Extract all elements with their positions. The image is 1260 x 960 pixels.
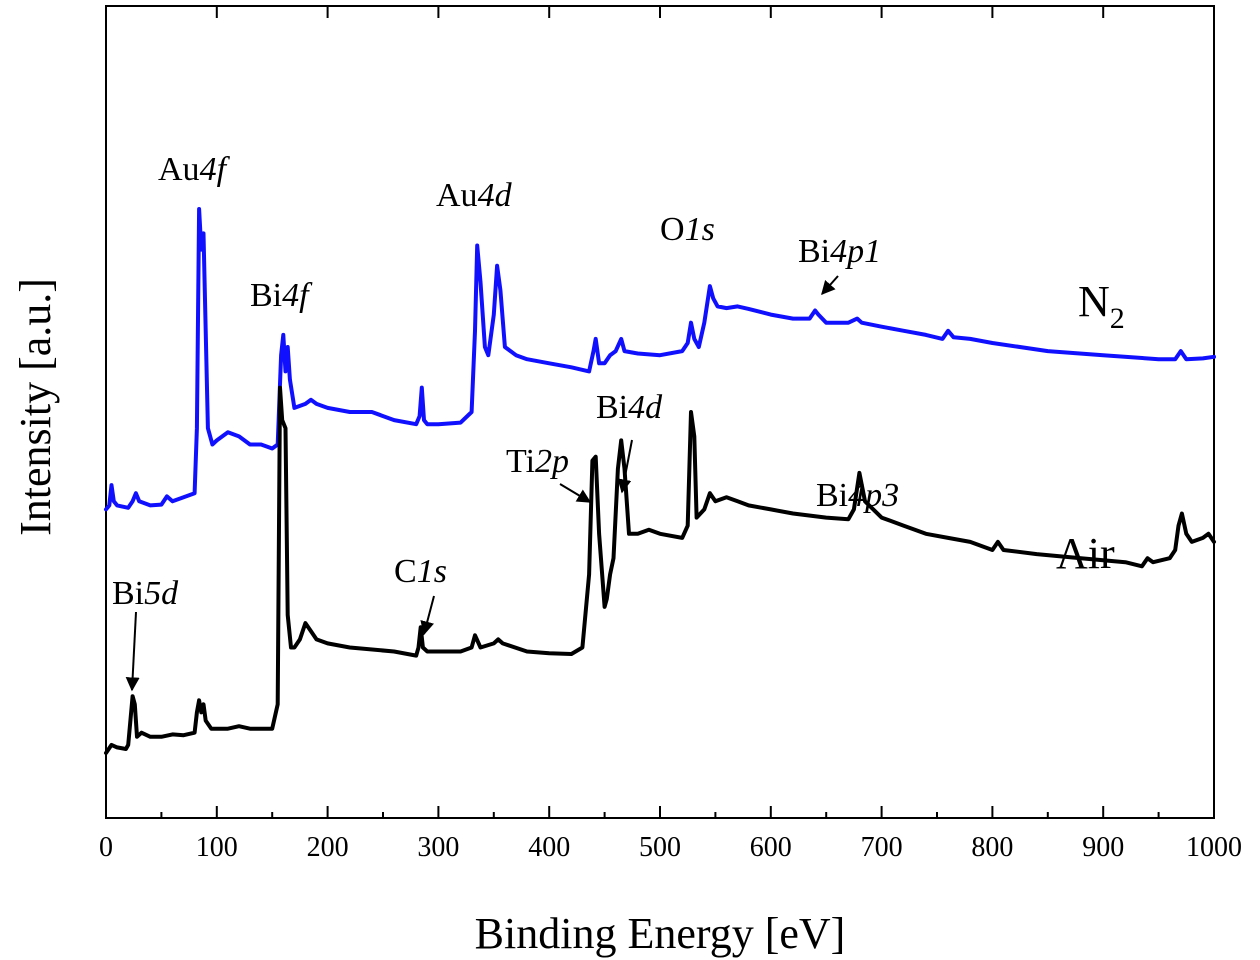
peak-arrow <box>125 611 140 692</box>
peak-label-bi4f: Bi4f <box>250 277 313 314</box>
peak-label-au4d: Au4d <box>436 177 513 214</box>
peak-label-bi5d: Bi5d <box>112 575 179 612</box>
x-tick-label: 400 <box>528 832 570 863</box>
x-tick-label: 900 <box>1082 832 1124 863</box>
series-line-air <box>104 385 1216 755</box>
x-tick-label: 100 <box>196 832 238 863</box>
annotation-layer: Au4f Bi4f Au4d O1s Bi4p1 Bi5d C1s Ti2p Bi4d Bi4p3 <box>112 151 899 692</box>
x-tick-label: 1000 <box>1186 832 1242 863</box>
y-axis-title: Intensity [a.u.] <box>11 278 60 536</box>
x-tick-label: 500 <box>639 832 681 863</box>
peak-arrow <box>821 275 839 296</box>
peak-label-au4f: Au4f <box>158 151 231 188</box>
x-tick-label: 800 <box>971 832 1013 863</box>
x-tick-label: 700 <box>861 832 903 863</box>
x-axis-title: Binding Energy [eV] <box>475 909 846 958</box>
x-tick-label: 0 <box>99 832 113 863</box>
peak-label-ti2p: Ti2p <box>506 443 569 480</box>
peak-arrow <box>617 439 633 494</box>
peak-label-bi4d: Bi4d <box>596 389 663 426</box>
series-label-air: Air <box>1056 529 1115 578</box>
series-layer: N2 Air <box>104 207 1216 755</box>
series-label-n2: N2 <box>1078 277 1125 335</box>
peak-label-o1s: O1s <box>660 211 715 248</box>
peak-label-bi4p1: Bi4p1 <box>798 233 881 270</box>
peak-label-c1s: C1s <box>394 553 447 590</box>
peak-arrow <box>559 483 592 503</box>
x-tick-label: 600 <box>750 832 792 863</box>
x-tick-label: 200 <box>307 832 349 863</box>
x-tick-label: 300 <box>417 832 459 863</box>
peak-arrow <box>420 595 435 636</box>
axis-layer: 0 100 200 300 400 500 600 700 800 900 1000 <box>99 6 1242 863</box>
peak-label-bi4p3: Bi4p3 <box>816 477 899 514</box>
series-line-n <box>104 207 1216 512</box>
